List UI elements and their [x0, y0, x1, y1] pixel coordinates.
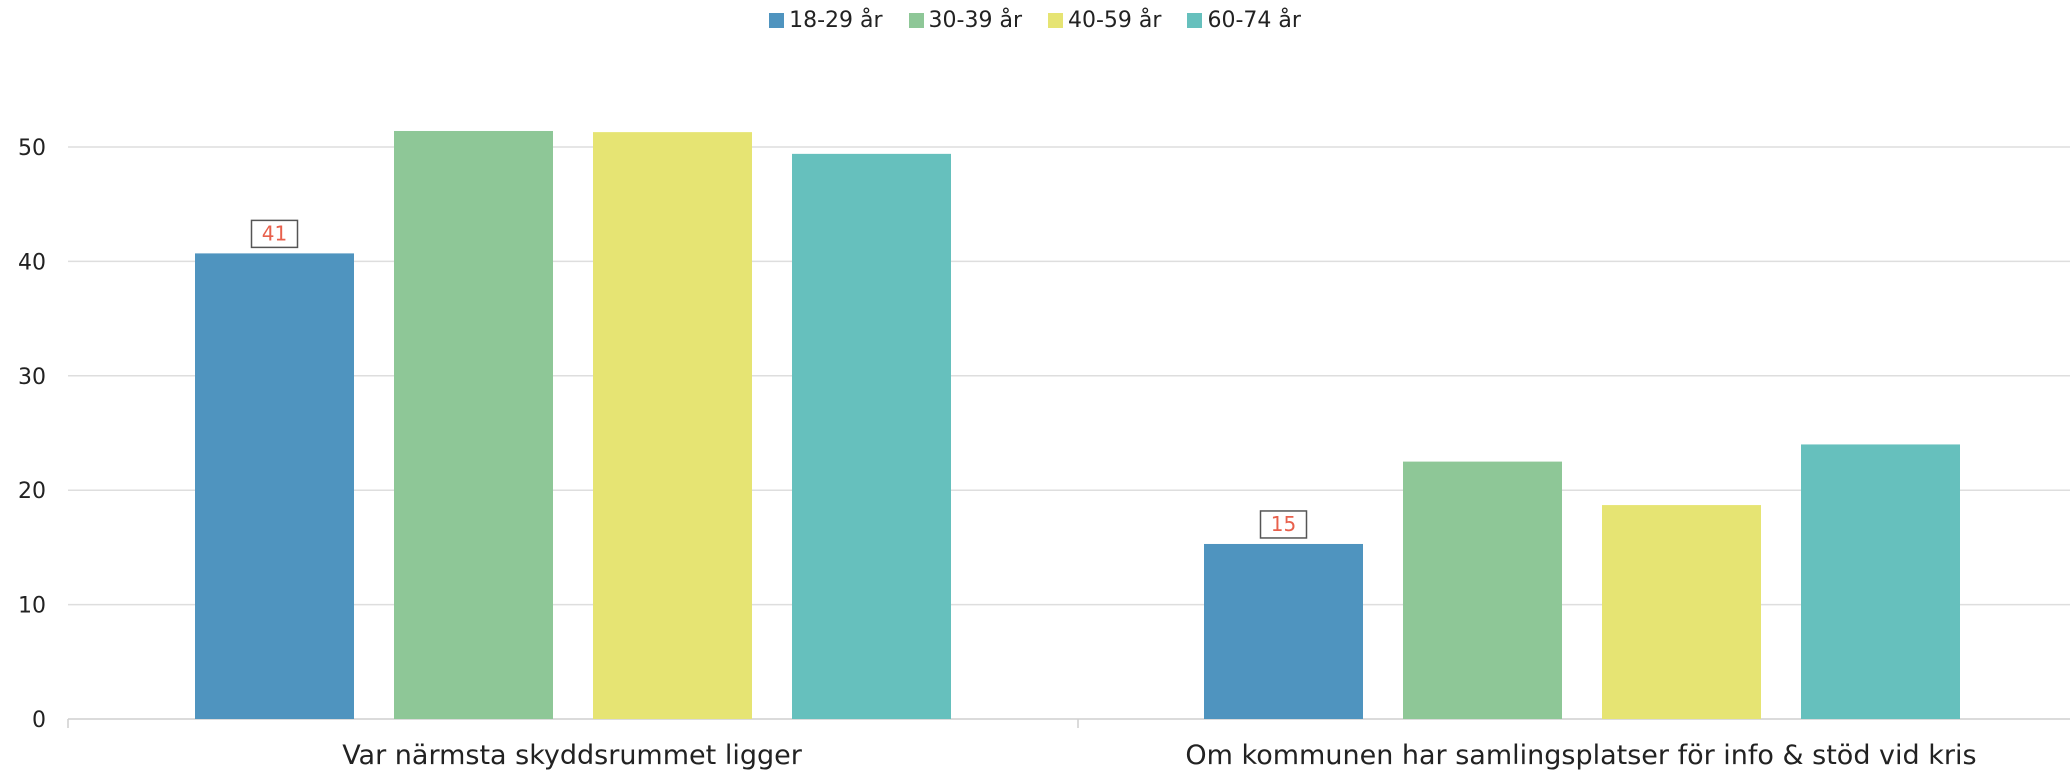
category-label: Om kommunen har samlingsplatser för info…: [1185, 740, 1976, 770]
bar-4-category-2[interactable]: [1801, 444, 1960, 719]
y-tick-label: 40: [18, 250, 46, 275]
legend-label: 40-59 år: [1068, 8, 1162, 33]
bar-3-category-1[interactable]: [593, 132, 752, 720]
legend-item[interactable]: 40-59 år: [1048, 8, 1161, 33]
data-label-box: [250, 219, 299, 249]
y-tick-label: 0: [32, 708, 46, 733]
bar-1-category-1[interactable]: [195, 253, 354, 719]
legend-label: 30-39 år: [928, 8, 1022, 33]
legend-item[interactable]: 30-39 år: [908, 8, 1022, 33]
bar-4-category-1[interactable]: [792, 153, 951, 719]
bar-1-category-2[interactable]: [1204, 543, 1363, 719]
bar-2-category-1[interactable]: [394, 130, 553, 719]
legend-swatch: [1187, 13, 1203, 28]
bar-2-category-2[interactable]: [1403, 461, 1562, 719]
category-label: Var närmsta skyddsrummet ligger: [342, 740, 803, 770]
legend-label: 18-29 år: [789, 8, 883, 33]
legend-label: 60-74 år: [1207, 8, 1301, 33]
data-label: 41: [262, 221, 287, 245]
chart-legend: 18-29 år 30-39 år 40-59 år 60-74 år: [0, 8, 2070, 33]
y-tick-label: 20: [18, 479, 46, 504]
bar-3-category-2[interactable]: [1602, 505, 1761, 719]
legend-swatch: [908, 13, 924, 28]
legend-item[interactable]: 60-74 år: [1187, 8, 1301, 33]
legend-item[interactable]: 18-29 år: [769, 8, 883, 33]
data-label: 15: [1271, 512, 1296, 536]
legend-swatch: [769, 13, 785, 28]
y-tick-label: 50: [18, 136, 46, 161]
y-tick-label: 30: [18, 365, 46, 390]
data-label-box: [1259, 510, 1308, 539]
legend-swatch: [1048, 13, 1063, 28]
y-tick-label: 10: [18, 594, 46, 619]
